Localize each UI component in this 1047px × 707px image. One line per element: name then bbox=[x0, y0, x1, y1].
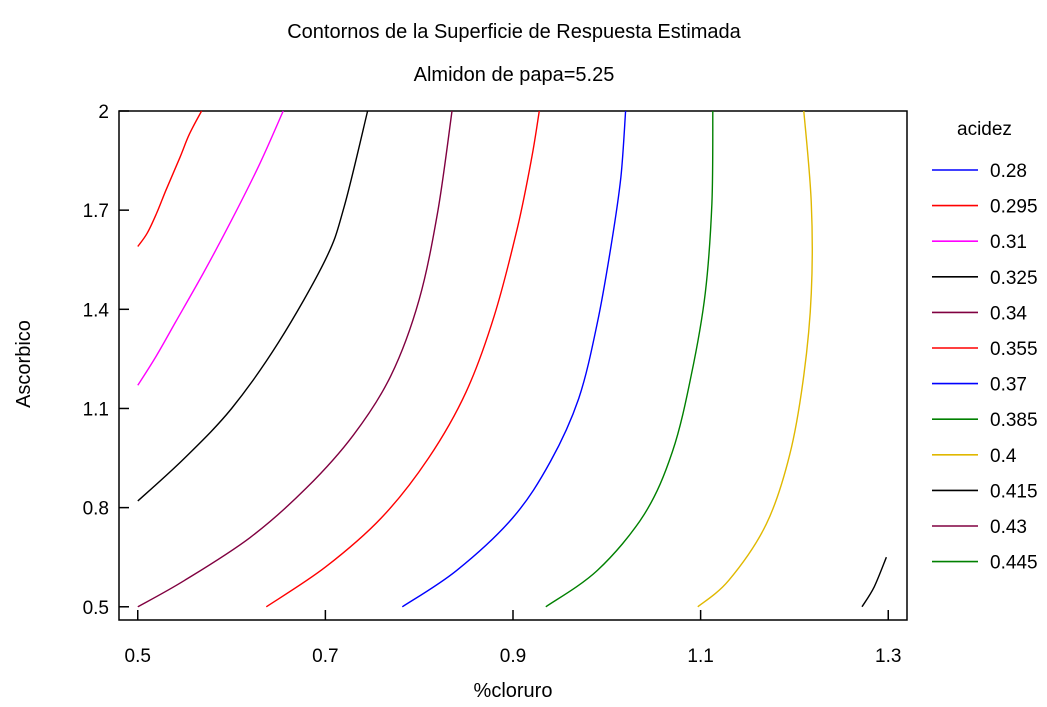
x-axis-label: %cloruro bbox=[474, 680, 553, 702]
legend-label: 0.325 bbox=[990, 268, 1038, 289]
y-tick-label: 1.7 bbox=[83, 201, 109, 222]
legend-label: 0.385 bbox=[990, 410, 1038, 431]
legend-label: 0.28 bbox=[990, 161, 1027, 182]
contour-line-0_34 bbox=[137, 110, 453, 608]
x-tick-label: 0.5 bbox=[125, 646, 151, 667]
y-axis-ticks: 0.5 0.8 1.1 1.4 1.7 2 bbox=[83, 102, 129, 619]
legend-label: 0.295 bbox=[990, 197, 1038, 218]
legend-label: 0.31 bbox=[990, 232, 1027, 253]
x-tick-label: 1.1 bbox=[687, 646, 713, 667]
contour-line-0_385 bbox=[545, 110, 714, 608]
plot-area bbox=[118, 110, 908, 621]
legend-label: 0.415 bbox=[990, 481, 1038, 502]
legend-label: 0.445 bbox=[990, 553, 1038, 574]
contour-line-0_325 bbox=[137, 110, 369, 502]
x-axis-ticks: 0.5 0.7 0.9 1.1 1.3 bbox=[125, 610, 901, 667]
legend-label: 0.4 bbox=[990, 446, 1017, 467]
legend-label: 0.37 bbox=[990, 375, 1027, 396]
legend-label: 0.355 bbox=[990, 339, 1038, 360]
contour-line-0_415 bbox=[861, 556, 888, 608]
contour-line-0_355 bbox=[265, 110, 540, 608]
contour-line-0_31 bbox=[137, 110, 284, 386]
legend-label: 0.43 bbox=[990, 517, 1027, 538]
legend: 0.28 0.295 0.31 0.325 0.34 0.355 0.37 0.385 0.4 0… bbox=[932, 161, 1038, 574]
chart-title: Contornos de la Superficie de Respuesta … bbox=[287, 21, 741, 43]
legend-title: acidez bbox=[957, 119, 1012, 140]
x-tick-label: 0.9 bbox=[500, 646, 526, 667]
chart-subtitle: Almidon de papa=5.25 bbox=[414, 64, 615, 86]
y-axis-label: Ascorbico bbox=[13, 320, 35, 408]
contour-lines bbox=[137, 110, 888, 608]
y-tick-label: 0.5 bbox=[83, 598, 109, 619]
x-tick-label: 1.3 bbox=[875, 646, 901, 667]
contour-line-0_37 bbox=[401, 110, 627, 608]
legend-label: 0.34 bbox=[990, 303, 1027, 324]
y-tick-label: 1.4 bbox=[83, 300, 110, 321]
x-tick-label: 0.7 bbox=[312, 646, 338, 667]
contour-line-0_4 bbox=[697, 110, 813, 608]
contour-line-0_295 bbox=[137, 110, 203, 247]
y-tick-label: 2 bbox=[98, 102, 109, 123]
y-tick-label: 0.8 bbox=[83, 499, 109, 520]
y-tick-label: 1.1 bbox=[83, 399, 109, 420]
